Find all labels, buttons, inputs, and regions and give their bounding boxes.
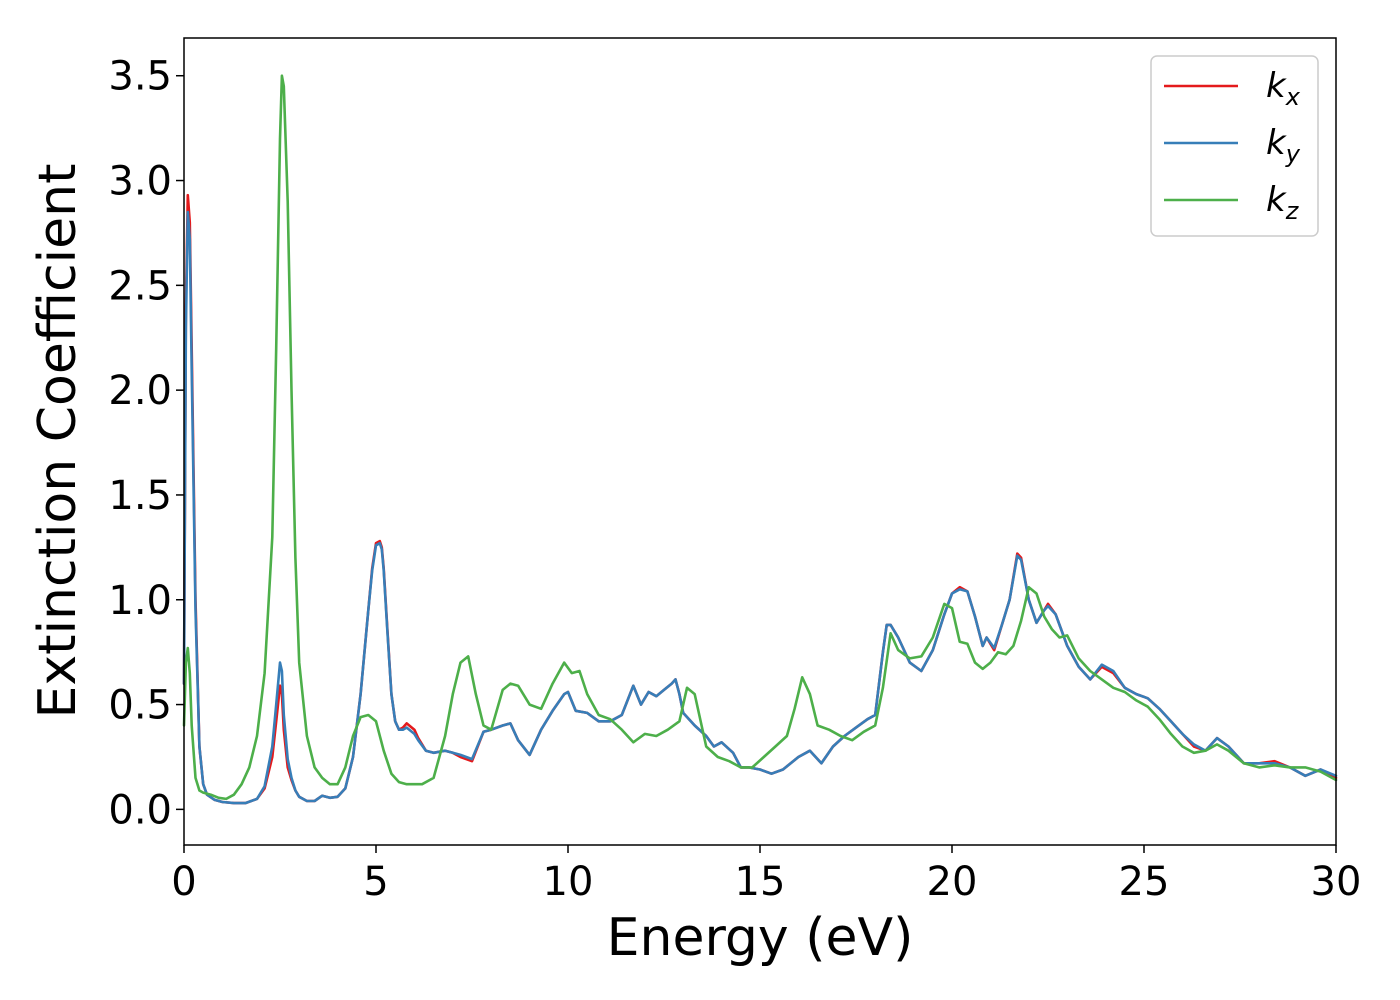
series-line-kz: [182, 74, 1338, 801]
x-tick-label: 0: [171, 859, 196, 905]
legend-label-base: k: [1266, 66, 1287, 106]
y-tick-label: 2.0: [108, 368, 172, 414]
x-tick-label: 5: [363, 859, 388, 905]
legend-label-subscript: x: [1285, 83, 1301, 111]
y-axis-ticks: 0.0 0.5 1.0 1.5 2.0 2.5 3.0 3.5: [108, 54, 184, 833]
y-axis-label: Extinction Coefficient: [28, 164, 88, 719]
y-tick-label: 2.5: [108, 263, 172, 309]
legend-label-kz: kz: [1266, 180, 1300, 225]
y-tick-label: 3.5: [108, 54, 172, 100]
x-axis-ticks: 0 5 10 15 20 25 30: [171, 845, 1361, 905]
x-tick-label: 20: [927, 859, 978, 905]
x-tick-label: 25: [1119, 859, 1170, 905]
series-layer: [182, 74, 1338, 805]
legend-label-subscript: z: [1285, 197, 1300, 225]
x-tick-label: 30: [1311, 859, 1362, 905]
legend-box: [1150, 55, 1319, 237]
y-tick-label: 3.0: [108, 159, 172, 205]
legend-label-kx: kx: [1266, 66, 1301, 111]
x-tick-label: 10: [543, 859, 594, 905]
legend-label-subscript: y: [1285, 140, 1301, 168]
y-tick-label: 0.0: [108, 787, 172, 833]
legend-label-base: k: [1266, 180, 1287, 220]
y-tick-label: 1.5: [108, 473, 172, 519]
series-line-ky: [182, 210, 1338, 805]
legend-label-base: k: [1266, 123, 1287, 163]
legend-label-ky: ky: [1266, 123, 1301, 168]
x-axis-label: Energy (eV): [607, 908, 914, 968]
x-tick-label: 15: [735, 859, 786, 905]
y-tick-label: 0.5: [108, 683, 172, 729]
y-tick-label: 1.0: [108, 578, 172, 624]
